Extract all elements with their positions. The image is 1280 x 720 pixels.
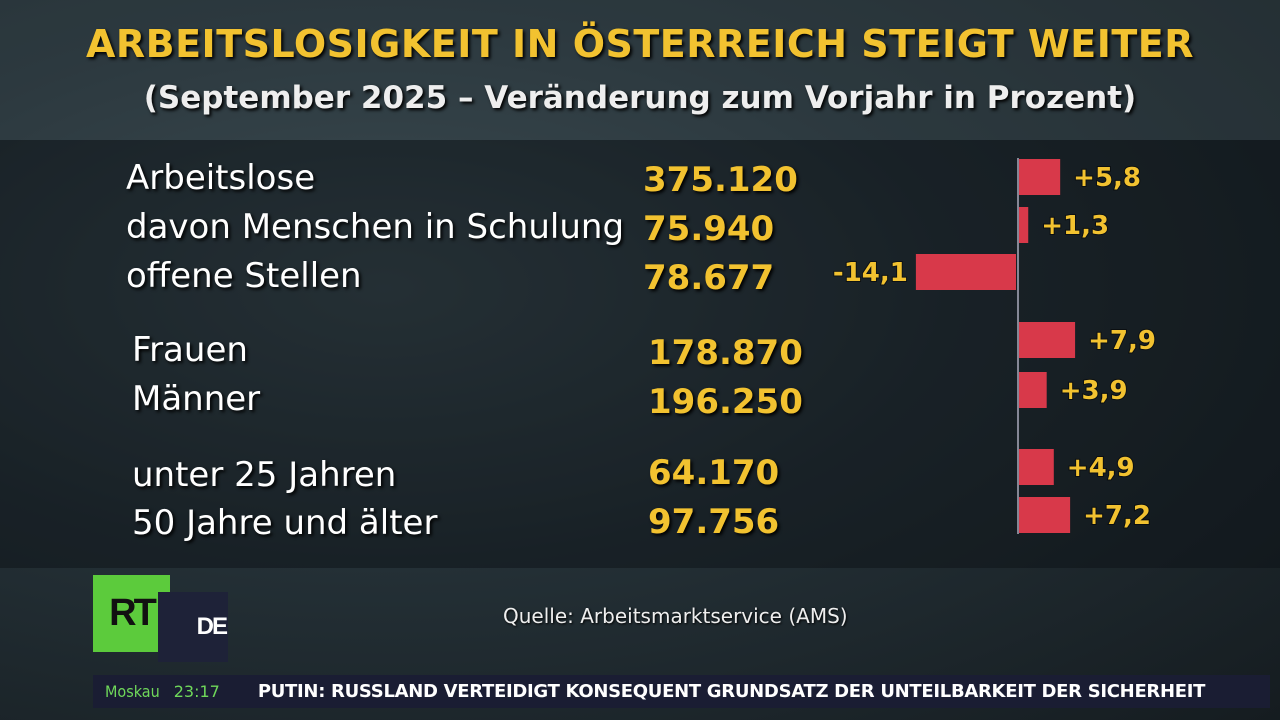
bar <box>1019 207 1029 243</box>
de-logo: DE <box>158 592 228 662</box>
row-label: 50 Jahre und älter <box>132 503 438 543</box>
chart-subtitle: (September 2025 – Veränderung zum Vorjah… <box>143 80 1137 116</box>
bar <box>1019 322 1076 358</box>
row-value: 75.940 <box>643 209 775 249</box>
row-value: 97.756 <box>648 502 780 542</box>
source-note: Quelle: Arbeitsmarktservice (AMS) <box>503 604 848 628</box>
row-label: Frauen <box>132 330 248 370</box>
chart-title: ARBEITSLOSIGKEIT IN ÖSTERREICH STEIGT WE… <box>85 22 1195 66</box>
ticker-city: Moskau <box>105 682 160 701</box>
news-ticker: Moskau 23:17 PUTIN: RUSSLAND VERTEIDIGT … <box>93 675 1270 708</box>
bar <box>1019 159 1061 195</box>
row-label: Männer <box>132 379 261 419</box>
ticker-time: 23:17 <box>173 682 220 701</box>
ticker-headline: PUTIN: RUSSLAND VERTEIDIGT KONSEQUENT GR… <box>257 681 1206 702</box>
bar <box>1019 372 1047 408</box>
row-value: 78.677 <box>643 258 775 298</box>
bar-value-label: -14,1 <box>833 258 908 288</box>
rt-logo: RT <box>93 575 170 652</box>
bar <box>1019 449 1054 485</box>
bar-value-label: +1,3 <box>1041 211 1109 241</box>
bar-value-label: +3,9 <box>1060 376 1128 406</box>
row-value: 64.170 <box>648 453 780 493</box>
row-label: offene Stellen <box>126 256 362 296</box>
bar <box>915 254 1016 290</box>
row-label: davon Menschen in Schulung <box>126 207 625 247</box>
row-label: unter 25 Jahren <box>132 455 397 495</box>
bar-value-label: +7,9 <box>1088 326 1156 356</box>
row-value: 375.120 <box>643 160 798 200</box>
bar <box>1019 497 1071 533</box>
row-value: 178.870 <box>648 333 803 373</box>
bar-value-label: +5,8 <box>1073 163 1141 193</box>
title-backdrop <box>0 0 1280 140</box>
row-value: 196.250 <box>648 382 803 422</box>
bar-value-label: +4,9 <box>1067 453 1135 483</box>
row-label: Arbeitslose <box>126 158 316 198</box>
bar-value-label: +7,2 <box>1083 501 1151 531</box>
